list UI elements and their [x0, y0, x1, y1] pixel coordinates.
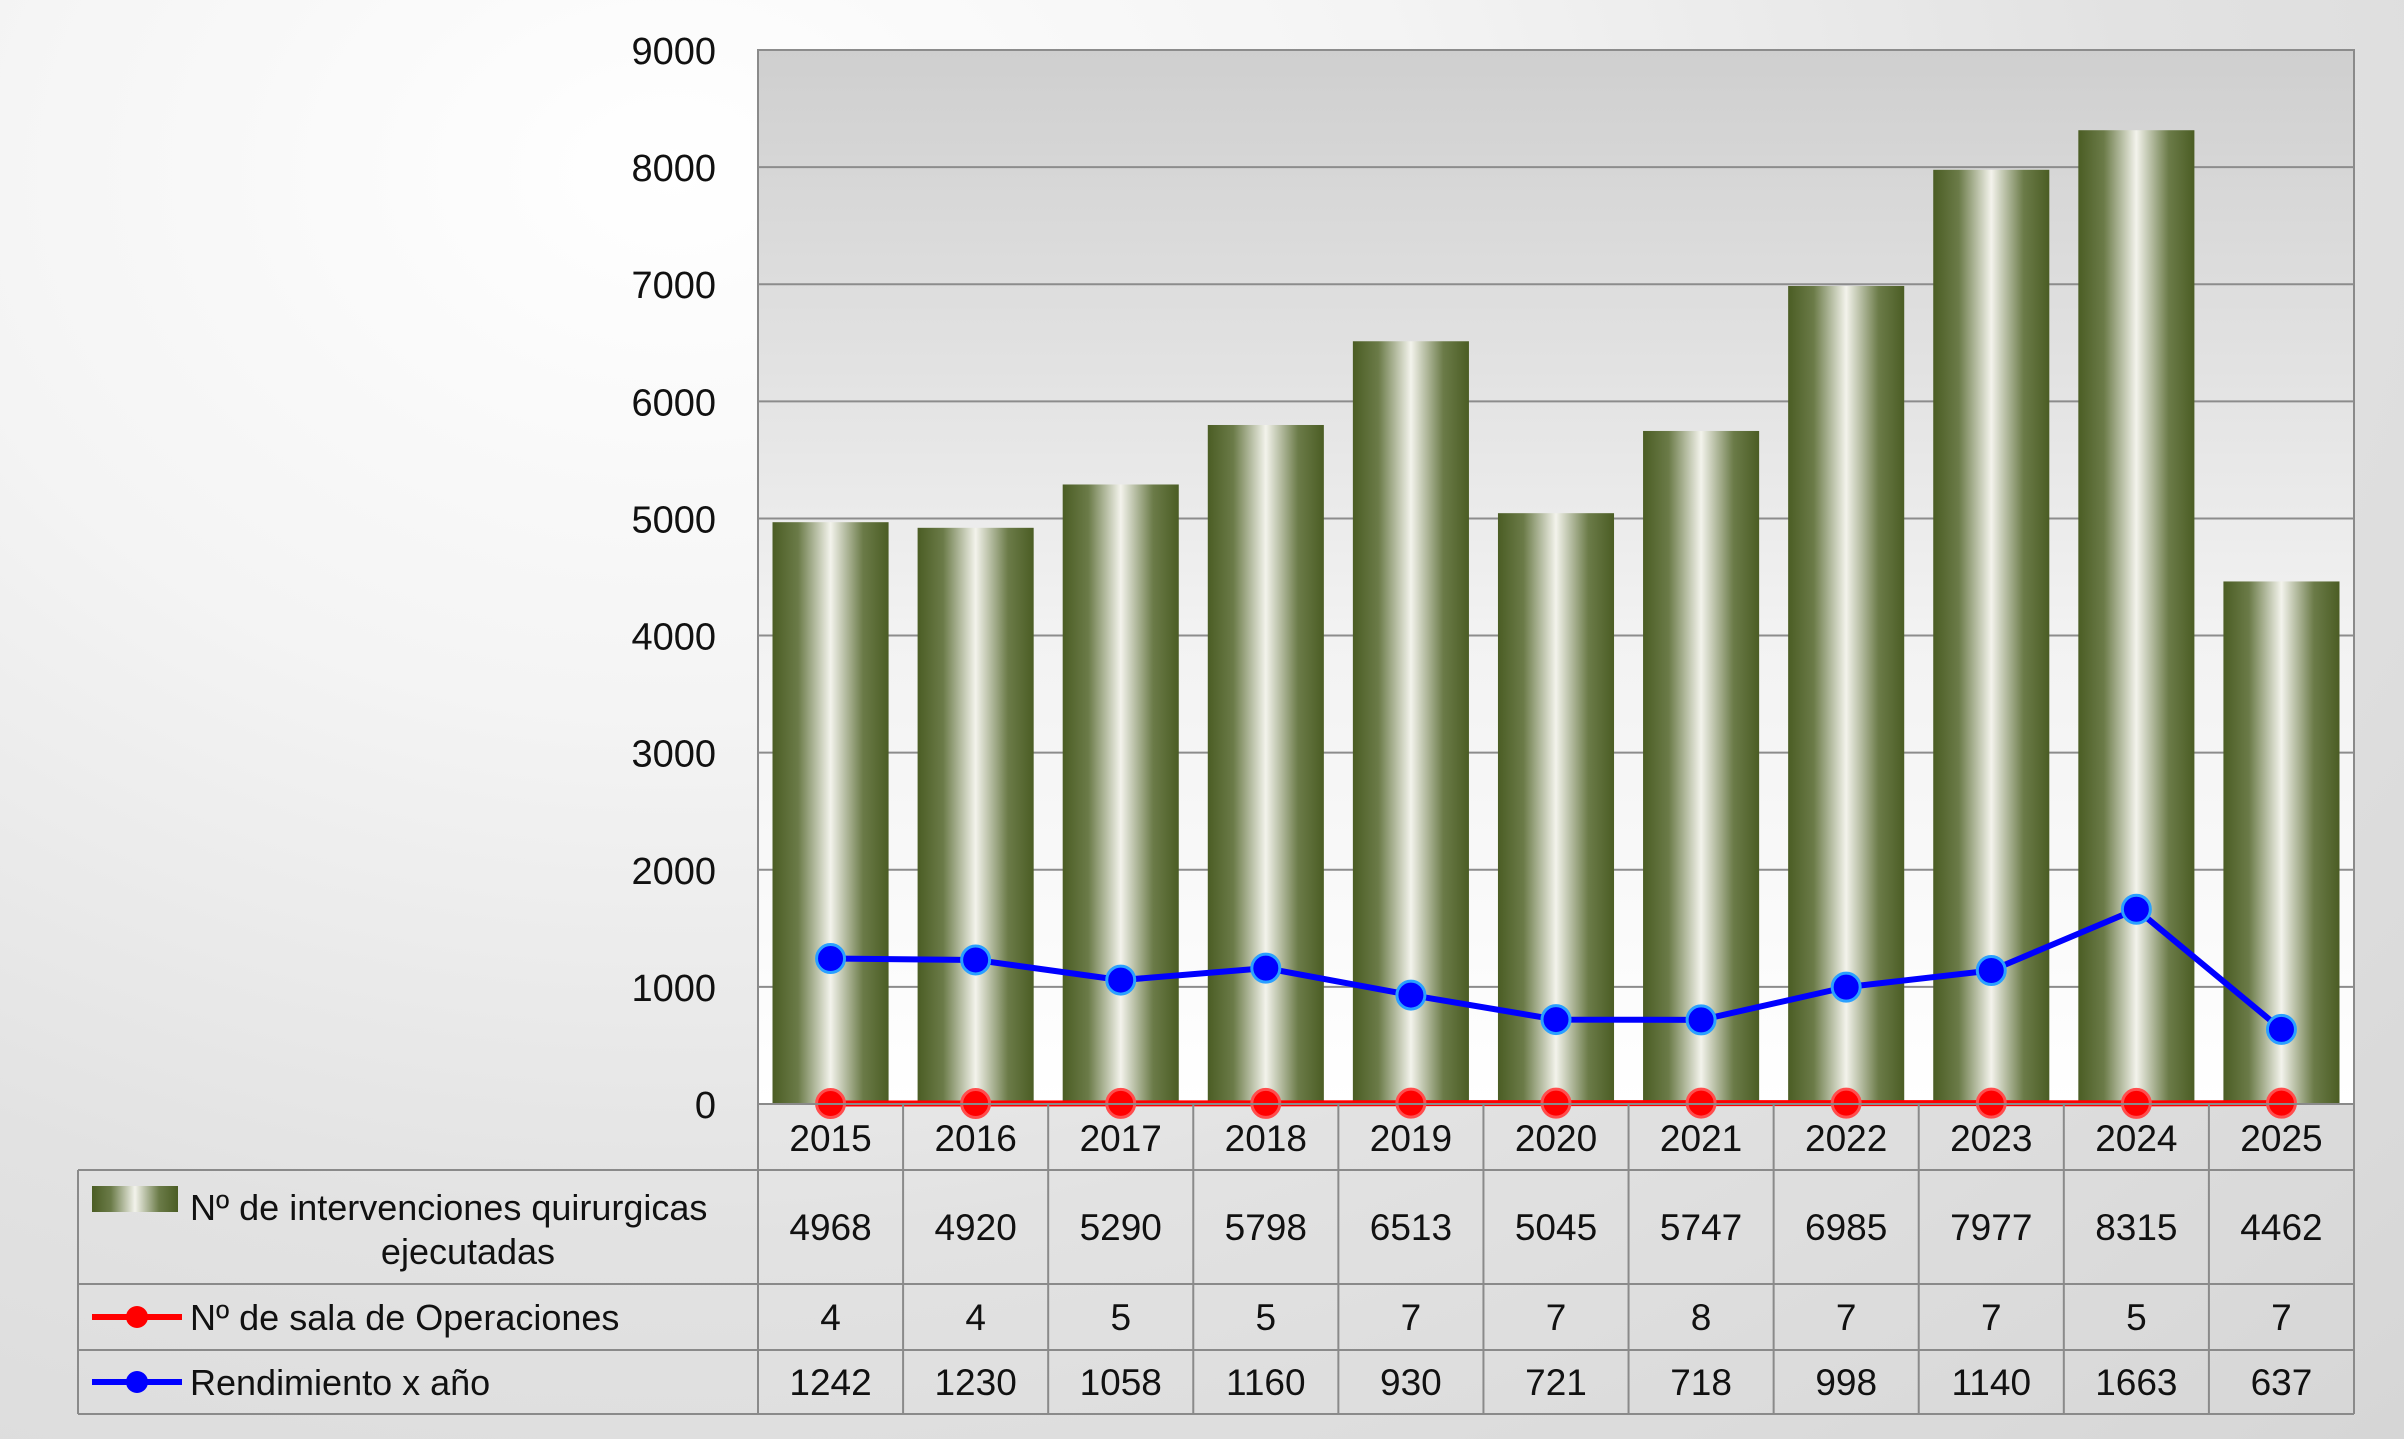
y-tick-label: 3000 [631, 734, 716, 776]
data-label: 718 [1670, 1362, 1732, 1403]
y-tick-label: 6000 [631, 382, 716, 424]
data-point [1975, 954, 2007, 986]
data-label: 1242 [789, 1362, 871, 1403]
data-label: 721 [1525, 1362, 1587, 1403]
y-tick-label: 8000 [631, 148, 716, 190]
x-tick-label: 2020 [1515, 1118, 1597, 1159]
data-label: 6513 [1370, 1207, 1452, 1248]
y-tick-label: 5000 [631, 499, 716, 541]
data-label: 7977 [1950, 1207, 2032, 1248]
data-label: 637 [2251, 1362, 2313, 1403]
legend-key-marker [126, 1371, 148, 1393]
data-point [2120, 893, 2152, 925]
data-label: 5290 [1080, 1207, 1162, 1248]
data-label: 7 [1546, 1297, 1567, 1338]
x-tick-label: 2015 [789, 1118, 871, 1159]
data-point [1395, 979, 1427, 1011]
data-label: 4 [820, 1297, 841, 1338]
data-point [1250, 952, 1282, 984]
y-tick-label: 9000 [631, 31, 716, 73]
data-label: 6985 [1805, 1207, 1887, 1248]
y-axis: 0 1000 2000 3000 4000 5000 6000 7000 8000 9000 [631, 31, 716, 1127]
data-label: 4462 [2240, 1207, 2322, 1248]
data-label: 4 [965, 1297, 986, 1338]
data-label: 5747 [1660, 1207, 1742, 1248]
y-tick-label: 7000 [631, 265, 716, 307]
x-tick-label: 2022 [1805, 1118, 1887, 1159]
bar [2078, 130, 2195, 1104]
x-tick-label: 2025 [2240, 1118, 2322, 1159]
y-tick-label: 0 [695, 1085, 716, 1127]
bar [1352, 341, 1469, 1104]
bar [1788, 285, 1905, 1104]
data-label: 5 [1110, 1297, 1131, 1338]
data-label: 7 [1836, 1297, 1857, 1338]
legend-label: Rendimiento x año [190, 1362, 490, 1403]
y-tick-label: 4000 [631, 617, 716, 659]
data-point [1685, 1004, 1717, 1036]
data-label: 4920 [934, 1207, 1016, 1248]
data-label: 1160 [1226, 1362, 1306, 1403]
data-label: 930 [1380, 1362, 1442, 1403]
data-point [1540, 1004, 1572, 1036]
y-tick-label: 1000 [631, 968, 716, 1010]
data-label: 5 [2126, 1297, 2147, 1338]
x-tick-label: 2023 [1950, 1118, 2032, 1159]
data-point [960, 944, 992, 976]
y-tick-label: 2000 [631, 851, 716, 893]
legend-label: Nº de sala de Operaciones [190, 1297, 619, 1338]
data-label: 998 [1815, 1362, 1877, 1403]
bar [1062, 484, 1179, 1105]
data-point [1105, 964, 1137, 996]
data-table: 2015 2016 2017 2018 2019 2020 2021 2022 2023 2024… [77, 1103, 2355, 1415]
bar [772, 522, 889, 1104]
x-tick-label: 2017 [1080, 1118, 1162, 1159]
x-tick-label: 2018 [1225, 1118, 1307, 1159]
data-label: 7 [1401, 1297, 1422, 1338]
data-label: 5045 [1515, 1207, 1597, 1248]
data-label: 5 [1256, 1297, 1277, 1338]
x-tick-label: 2021 [1660, 1118, 1742, 1159]
data-label: 1058 [1080, 1362, 1162, 1403]
data-label: 1140 [1951, 1362, 2031, 1403]
data-point [2265, 1013, 2297, 1045]
bar [1643, 430, 1760, 1105]
data-label: 5798 [1225, 1207, 1307, 1248]
data-point [815, 943, 847, 975]
x-tick-label: 2024 [2095, 1118, 2177, 1159]
bar [1933, 169, 2050, 1104]
legend-key-bar [92, 1186, 178, 1212]
legend-label: ejecutadas [381, 1231, 555, 1272]
data-label: 8 [1691, 1297, 1712, 1338]
x-tick-label: 2019 [1370, 1118, 1452, 1159]
bar [917, 527, 1034, 1104]
x-tick-label: 2016 [934, 1118, 1016, 1159]
data-label: 7 [1981, 1297, 2002, 1338]
legend-key-marker [126, 1306, 148, 1328]
legend-label: Nº de intervenciones quirurgicas [190, 1187, 707, 1228]
data-label: 1230 [934, 1362, 1016, 1403]
data-label: 4968 [789, 1207, 871, 1248]
data-label: 1663 [2095, 1362, 2177, 1403]
data-point [1830, 971, 1862, 1003]
data-label: 8315 [2095, 1207, 2177, 1248]
bar [1207, 424, 1324, 1105]
bar-series [772, 130, 2340, 1105]
data-label: 7 [2271, 1297, 2292, 1338]
